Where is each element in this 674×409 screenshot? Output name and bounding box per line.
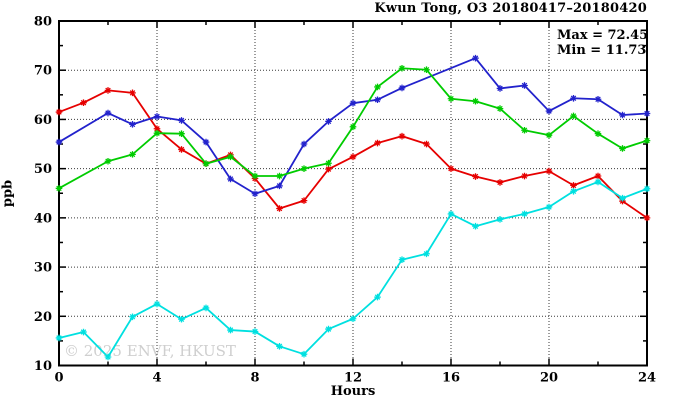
chart-title: Kwun Tong, O3 20180417–20180420 <box>374 1 647 16</box>
y-tick-label: 40 <box>34 211 52 226</box>
series-green-line <box>58 67 648 190</box>
series-cyan-markers <box>55 178 651 361</box>
max-value-label: Max = 72.45 <box>557 28 649 43</box>
series-green-markers <box>55 64 651 192</box>
series-blue-line <box>58 57 648 195</box>
series-blue-markers <box>55 54 651 198</box>
x-tick-label: 20 <box>540 371 558 386</box>
y-tick-label: 50 <box>34 162 52 177</box>
x-tick-label: 8 <box>250 371 259 386</box>
y-tick-label: 30 <box>34 261 52 276</box>
plot-frame <box>58 20 648 367</box>
x-tick-label: 4 <box>152 371 161 386</box>
y-tick-label: 80 <box>34 15 52 30</box>
min-value-label: Min = 11.73 <box>557 43 647 58</box>
x-tick-label: 16 <box>442 371 460 386</box>
max-min-annotation: Max = 72.45 Min = 11.73 <box>557 28 648 58</box>
y-tick-label: 20 <box>34 310 52 325</box>
y-tick-label: 60 <box>34 113 52 128</box>
x-tick-label: 24 <box>638 371 656 386</box>
x-axis-label: Hours <box>330 384 376 399</box>
x-tick-label: 0 <box>54 371 63 386</box>
y-axis-label: ppb <box>0 179 16 208</box>
y-tick-label: 70 <box>34 64 52 79</box>
x-tick-label: 12 <box>344 371 362 386</box>
y-tick-label: 10 <box>34 359 52 374</box>
